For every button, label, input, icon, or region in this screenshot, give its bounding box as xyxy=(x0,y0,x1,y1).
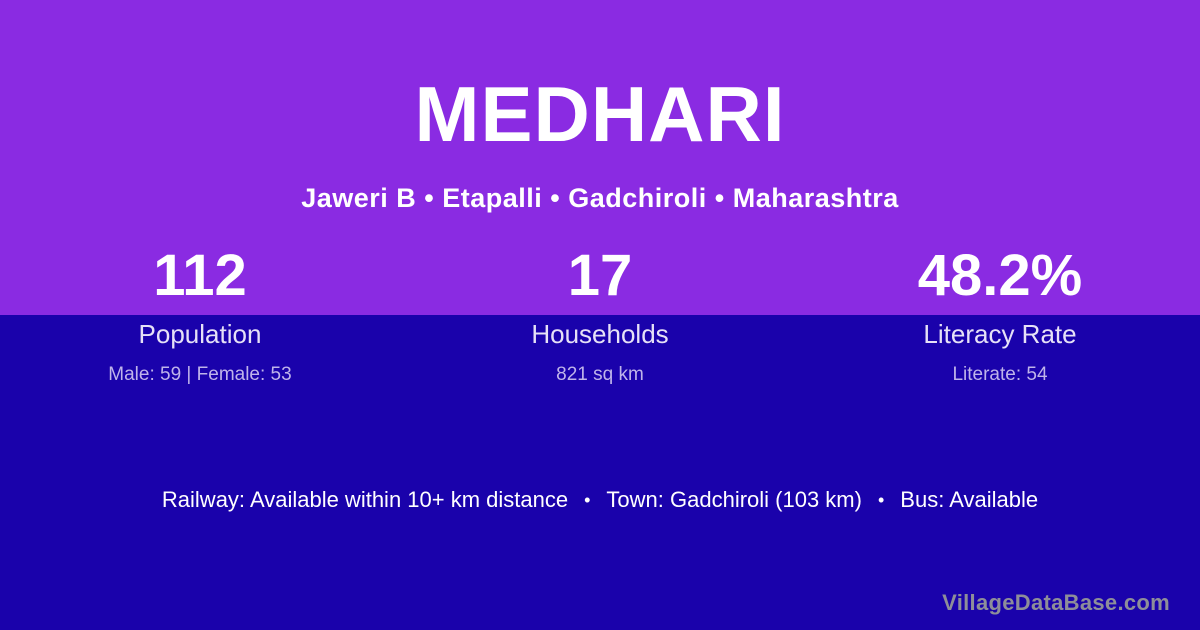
stats-row: 112 Population Male: 59 | Female: 53 17 … xyxy=(0,243,1200,386)
households-detail: 821 sq km xyxy=(556,364,644,385)
town-info: Town: Gadchiroli (103 km) xyxy=(606,487,862,512)
bullet-separator: • xyxy=(584,490,591,510)
stat-population: 112 Population Male: 59 | Female: 53 xyxy=(0,243,400,386)
location-breadcrumb: Jaweri B • Etapalli • Gadchiroli • Mahar… xyxy=(301,183,899,213)
literacy-detail: Literate: 54 xyxy=(952,364,1048,385)
literacy-label: Literacy Rate xyxy=(923,319,1077,349)
top-background-band xyxy=(0,0,1200,315)
population-label: Population xyxy=(138,319,262,349)
bus-info: Bus: Available xyxy=(900,487,1039,512)
households-value: 17 xyxy=(567,243,633,308)
transport-info-line: Railway: Available within 10+ km distanc… xyxy=(0,487,1200,513)
brand-watermark: VillageDataBase.com xyxy=(942,590,1170,615)
population-value: 112 xyxy=(153,243,247,308)
stat-households: 17 Households 821 sq km xyxy=(400,243,800,386)
village-name-title: MEDHARI xyxy=(414,70,786,158)
railway-info: Railway: Available within 10+ km distanc… xyxy=(161,487,569,512)
population-detail: Male: 59 | Female: 53 xyxy=(108,364,292,385)
stat-literacy: 48.2% Literacy Rate Literate: 54 xyxy=(800,243,1200,386)
bullet-separator: • xyxy=(877,490,885,510)
households-label: Households xyxy=(531,319,669,349)
literacy-value: 48.2% xyxy=(917,243,1083,308)
